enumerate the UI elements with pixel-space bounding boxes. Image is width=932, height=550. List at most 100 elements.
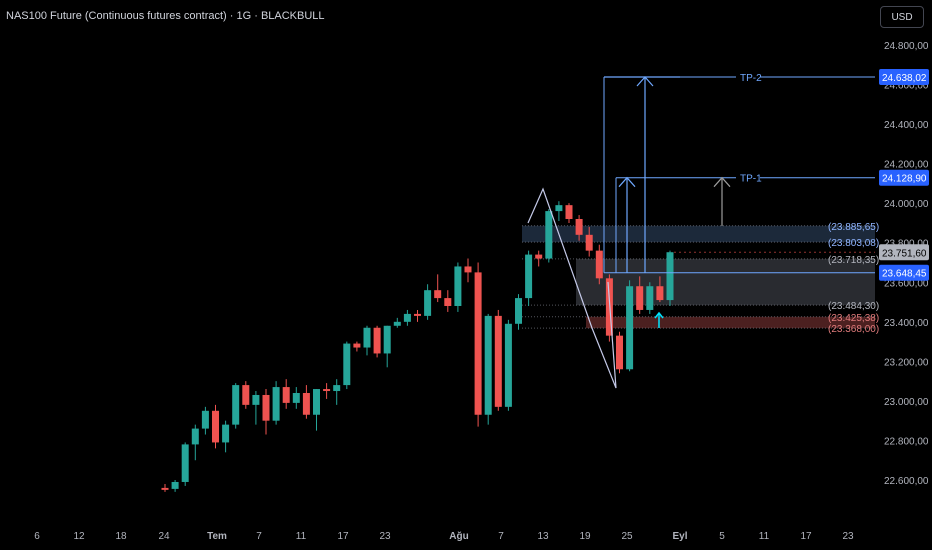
candle-body	[191, 428, 199, 445]
signal-arrow-head	[654, 311, 664, 319]
tp1-price-badge: 24.128,90	[882, 174, 927, 185]
candle-body	[585, 234, 593, 251]
candle-body	[444, 298, 452, 306]
candle-body	[252, 394, 260, 405]
level-label: (23.425,38)	[828, 313, 879, 324]
x-tick-label: 7	[256, 531, 262, 542]
x-tick-label: 17	[800, 531, 812, 542]
candle-body	[636, 286, 644, 310]
last-price-badge: 23.751,60	[882, 248, 927, 259]
candle-body	[343, 343, 351, 386]
candle-body	[646, 286, 654, 310]
level-label: (23.803,08)	[828, 238, 879, 249]
candle-body	[323, 389, 331, 392]
x-tick-label: 13	[537, 531, 549, 542]
candle-body	[242, 385, 250, 405]
x-tick-label: 11	[759, 531, 770, 542]
tp2-price-badge-bg	[879, 69, 929, 86]
y-tick-label: 24.400,00	[884, 120, 929, 131]
x-tick-label: Tem	[207, 531, 227, 542]
entry-price-badge-bg	[879, 264, 929, 281]
x-tick-label: Eyl	[672, 531, 687, 542]
x-tick-label: Ağu	[449, 531, 468, 542]
consolidation-zone	[576, 258, 875, 306]
candle-body	[282, 387, 290, 403]
candle-body	[333, 385, 341, 392]
supply-zone	[522, 225, 875, 243]
candle-body	[595, 250, 603, 279]
y-tick-label: 23.600,00	[884, 278, 929, 289]
currency-button[interactable]: USD	[880, 6, 924, 28]
x-tick-label: 17	[337, 531, 349, 542]
projection-arrow-head	[713, 176, 731, 188]
tp2-arrow-head	[636, 76, 654, 87]
candle-body	[353, 343, 361, 348]
last-price-badge-bg	[879, 244, 929, 261]
tp1-label: TP-1	[740, 174, 762, 185]
candle-body	[666, 252, 674, 301]
candle-body	[302, 393, 310, 415]
x-tick-label: 12	[73, 531, 85, 542]
y-tick-label: 23.000,00	[884, 397, 929, 408]
candle-body	[201, 410, 209, 429]
candle-body	[232, 385, 240, 425]
candle-body	[414, 313, 421, 316]
candle-body	[474, 272, 482, 415]
y-tick-label: 24.200,00	[884, 160, 929, 171]
candle-body	[525, 254, 533, 299]
level-label: (23.484,30)	[828, 301, 879, 312]
x-tick-label: 5	[719, 531, 725, 542]
y-tick-label: 22.800,00	[884, 436, 929, 447]
candle-body	[434, 290, 442, 299]
x-tick-label: 11	[296, 531, 307, 542]
y-tick-label: 24.600,00	[884, 81, 929, 92]
chart-title: NAS100 Future (Continuous futures contra…	[6, 10, 325, 22]
candle-body	[373, 327, 381, 354]
entry-price-badge: 23.648,45	[882, 269, 927, 280]
candle-body	[262, 394, 270, 421]
candle-body	[393, 321, 401, 326]
tp1-price-badge-bg	[879, 169, 929, 186]
x-tick-label: 25	[621, 531, 633, 542]
level-label: (23.368,00)	[828, 324, 879, 335]
candle-body	[171, 481, 179, 489]
candle-body	[161, 487, 169, 490]
candle-body	[222, 424, 230, 443]
x-tick-label: 23	[842, 531, 854, 542]
tp-label-bg	[736, 171, 760, 184]
candle-body	[616, 335, 623, 370]
candle-body	[212, 410, 219, 443]
pattern-line	[527, 187, 617, 389]
candle-body	[555, 205, 563, 212]
x-tick-label: 6	[34, 531, 40, 542]
y-tick-label: 24.000,00	[884, 199, 929, 210]
candle-body	[272, 387, 280, 421]
candle-body	[545, 211, 553, 259]
candle-body	[424, 290, 432, 316]
candle-body	[292, 393, 300, 403]
candle-body	[565, 205, 573, 219]
candle-body	[403, 313, 411, 322]
y-tick-label: 23.200,00	[884, 357, 929, 368]
y-tick-label: 24.800,00	[884, 41, 929, 52]
demand-zone	[586, 316, 875, 329]
candle-body	[626, 286, 634, 370]
tp2-price-badge: 24.638,02	[882, 73, 927, 84]
candle-body	[504, 323, 512, 407]
candle-body	[363, 327, 371, 348]
candle-body	[383, 325, 391, 354]
y-tick-label: 23.400,00	[884, 318, 929, 329]
tp-label-bg	[736, 71, 760, 84]
y-tick-label: 22.600,00	[884, 476, 929, 487]
candle-body	[313, 389, 320, 415]
candle-body	[464, 266, 472, 273]
candle-body	[181, 444, 189, 482]
candle-body	[575, 219, 583, 235]
x-tick-label: 7	[498, 531, 504, 542]
candle-body	[494, 315, 502, 407]
tp2-label: TP-2	[740, 73, 762, 84]
level-label: (23.885,65)	[828, 222, 879, 233]
level-label: (23.718,35)	[828, 255, 879, 266]
